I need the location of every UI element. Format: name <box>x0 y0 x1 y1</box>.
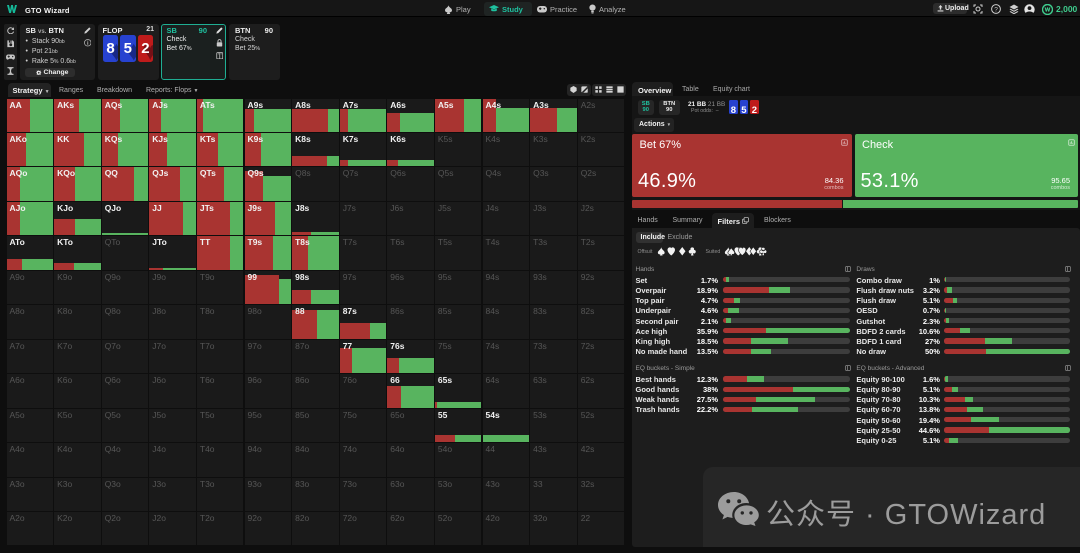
svg-text:?: ? <box>994 6 998 13</box>
